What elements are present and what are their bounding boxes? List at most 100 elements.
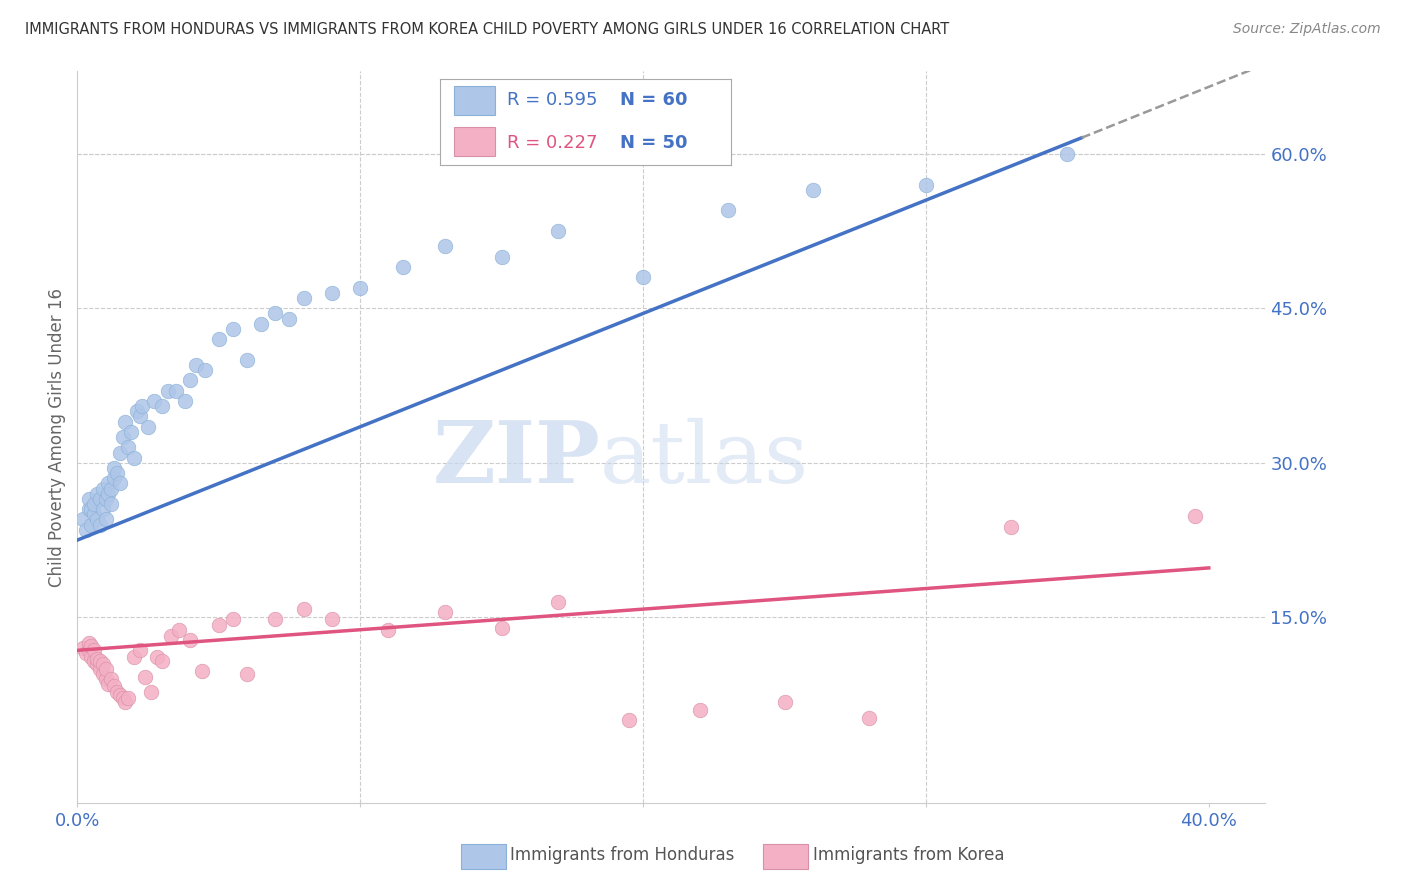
Point [89, 491, 111, 506]
Point [717, 203, 740, 218]
Point [125, 404, 148, 418]
Point [83, 654, 105, 668]
Point [105, 466, 128, 480]
Point [120, 425, 142, 439]
Point [131, 399, 153, 413]
Point [156, 384, 179, 398]
Point [134, 670, 156, 684]
Point [114, 695, 136, 709]
Point [194, 363, 217, 377]
Point [100, 482, 122, 496]
Point [91, 482, 114, 496]
Point [86, 512, 108, 526]
Point [83, 508, 105, 522]
Point [91, 657, 114, 671]
Point [321, 612, 343, 626]
Point [491, 621, 513, 635]
Point [150, 399, 173, 413]
Point [97, 487, 120, 501]
Point [83, 497, 105, 511]
Point [108, 476, 131, 491]
Point [434, 239, 457, 253]
Point [105, 684, 128, 698]
Point [103, 471, 125, 485]
Text: IMMIGRANTS FROM HONDURAS VS IMMIGRANTS FROM KOREA CHILD POVERTY AMONG GIRLS UNDE: IMMIGRANTS FROM HONDURAS VS IMMIGRANTS F… [25, 22, 949, 37]
Point [108, 688, 131, 702]
Point [186, 358, 208, 372]
Point [103, 679, 125, 693]
Point [122, 649, 145, 664]
Point [89, 662, 111, 676]
Point [142, 394, 165, 409]
Point [150, 654, 173, 668]
Point [179, 633, 201, 648]
Point [145, 649, 167, 664]
Point [278, 311, 301, 326]
Point [77, 491, 100, 506]
Point [128, 643, 150, 657]
Text: Immigrants from Honduras: Immigrants from Honduras [510, 846, 735, 863]
Point [292, 291, 315, 305]
Point [617, 714, 640, 728]
Point [236, 352, 259, 367]
Point [631, 270, 654, 285]
Point [77, 643, 100, 657]
Point [86, 487, 108, 501]
Point [349, 281, 371, 295]
Point [139, 684, 162, 698]
Point [117, 441, 139, 455]
Point [208, 332, 231, 346]
Point [91, 667, 114, 681]
Point [114, 415, 136, 429]
Point [159, 629, 181, 643]
Point [80, 517, 103, 532]
Point [264, 306, 287, 320]
Point [773, 695, 796, 709]
Point [89, 654, 111, 668]
Point [117, 690, 139, 705]
Point [91, 502, 114, 516]
Point [222, 612, 245, 626]
Point [111, 690, 134, 705]
Point [915, 178, 938, 192]
Point [222, 322, 245, 336]
Point [128, 409, 150, 424]
Point [122, 450, 145, 465]
Point [94, 512, 117, 526]
Point [108, 445, 131, 459]
Point [547, 224, 569, 238]
Point [83, 643, 105, 657]
Y-axis label: Child Poverty Among Girls Under 16: Child Poverty Among Girls Under 16 [48, 287, 66, 587]
Point [689, 703, 711, 717]
Point [100, 497, 122, 511]
Point [111, 430, 134, 444]
Point [97, 677, 120, 691]
Point [165, 384, 187, 398]
Point [72, 512, 94, 526]
Point [377, 623, 399, 637]
Point [97, 476, 120, 491]
Point [179, 373, 201, 387]
Point [80, 639, 103, 653]
Point [94, 491, 117, 506]
Text: Source: ZipAtlas.com: Source: ZipAtlas.com [1233, 22, 1381, 37]
Point [264, 612, 287, 626]
Point [75, 647, 97, 661]
Point [100, 672, 122, 686]
Point [167, 623, 190, 637]
Point [858, 711, 880, 725]
Point [801, 183, 824, 197]
Point [1000, 519, 1022, 533]
Point [86, 651, 108, 665]
Point [94, 672, 117, 686]
Point [89, 517, 111, 532]
Point [1184, 509, 1206, 524]
Point [80, 649, 103, 664]
Text: atlas: atlas [600, 417, 810, 500]
Point [491, 250, 513, 264]
Point [292, 602, 315, 616]
Point [1056, 146, 1078, 161]
Point [80, 502, 103, 516]
Point [434, 605, 457, 619]
Point [250, 317, 273, 331]
